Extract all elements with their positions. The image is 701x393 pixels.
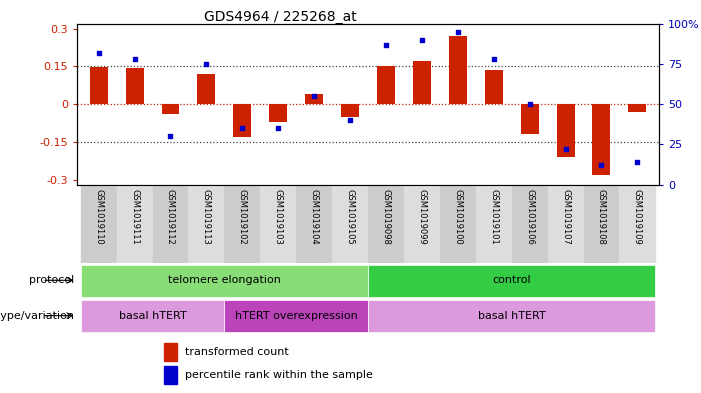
Text: GDS4964 / 225268_at: GDS4964 / 225268_at bbox=[205, 10, 357, 24]
Text: GSM1019104: GSM1019104 bbox=[310, 189, 319, 244]
Bar bbox=[260, 185, 297, 263]
Text: GSM1019109: GSM1019109 bbox=[633, 189, 642, 244]
Text: GSM1019098: GSM1019098 bbox=[381, 189, 390, 244]
Text: GSM1019106: GSM1019106 bbox=[525, 189, 534, 244]
Text: transformed count: transformed count bbox=[185, 347, 289, 357]
Text: GSM1019101: GSM1019101 bbox=[489, 189, 498, 244]
Text: GSM1019107: GSM1019107 bbox=[561, 189, 570, 244]
Point bbox=[381, 41, 392, 48]
Bar bbox=[377, 66, 395, 104]
Bar bbox=[297, 185, 332, 263]
Bar bbox=[116, 185, 153, 263]
Bar bbox=[440, 185, 476, 263]
Bar bbox=[628, 104, 646, 112]
Point bbox=[273, 125, 284, 131]
Text: GSM1019103: GSM1019103 bbox=[273, 189, 283, 244]
Text: telomere elongation: telomere elongation bbox=[168, 275, 281, 285]
Bar bbox=[189, 185, 224, 263]
Bar bbox=[404, 185, 440, 263]
Bar bbox=[305, 94, 323, 104]
Text: GSM1019113: GSM1019113 bbox=[202, 189, 211, 244]
Bar bbox=[81, 185, 116, 263]
Bar bbox=[341, 104, 359, 117]
Point bbox=[200, 61, 212, 67]
Point bbox=[237, 125, 248, 131]
Text: GSM1019100: GSM1019100 bbox=[454, 189, 463, 244]
Point bbox=[129, 56, 140, 62]
Point bbox=[165, 133, 176, 140]
Text: GSM1019105: GSM1019105 bbox=[346, 189, 355, 244]
Point bbox=[596, 162, 607, 169]
Point bbox=[452, 29, 463, 35]
Bar bbox=[164, 366, 177, 384]
Bar bbox=[161, 104, 179, 114]
Bar bbox=[583, 185, 620, 263]
Bar bbox=[125, 68, 144, 104]
Text: GSM1019110: GSM1019110 bbox=[94, 189, 103, 244]
Text: GSM1019112: GSM1019112 bbox=[166, 189, 175, 244]
Text: GSM1019108: GSM1019108 bbox=[597, 189, 606, 244]
Bar bbox=[485, 70, 503, 104]
Bar bbox=[332, 185, 368, 263]
Bar bbox=[620, 185, 655, 263]
Bar bbox=[269, 104, 287, 122]
Bar bbox=[153, 185, 189, 263]
Bar bbox=[233, 104, 251, 137]
Bar bbox=[81, 300, 224, 332]
Bar bbox=[224, 300, 368, 332]
Bar bbox=[521, 104, 538, 134]
Text: genotype/variation: genotype/variation bbox=[0, 310, 74, 321]
Text: percentile rank within the sample: percentile rank within the sample bbox=[185, 370, 373, 380]
Bar bbox=[413, 61, 431, 104]
Bar bbox=[368, 300, 655, 332]
Bar bbox=[592, 104, 611, 174]
Text: GSM1019102: GSM1019102 bbox=[238, 189, 247, 244]
Bar bbox=[476, 185, 512, 263]
Bar bbox=[224, 185, 260, 263]
Text: basal hTERT: basal hTERT bbox=[118, 310, 186, 321]
Bar bbox=[90, 67, 108, 104]
Text: hTERT overexpression: hTERT overexpression bbox=[235, 310, 358, 321]
Bar bbox=[512, 185, 547, 263]
Bar bbox=[368, 265, 655, 297]
Bar bbox=[198, 74, 215, 104]
Point bbox=[560, 146, 571, 152]
Point bbox=[632, 159, 643, 165]
Text: basal hTERT: basal hTERT bbox=[478, 310, 545, 321]
Bar bbox=[449, 36, 467, 104]
Text: GSM1019099: GSM1019099 bbox=[417, 189, 426, 244]
Text: GSM1019111: GSM1019111 bbox=[130, 189, 139, 244]
Bar bbox=[164, 343, 177, 361]
Text: protocol: protocol bbox=[29, 275, 74, 285]
Bar bbox=[547, 185, 583, 263]
Point bbox=[416, 37, 428, 43]
Point bbox=[488, 56, 499, 62]
Point bbox=[93, 50, 104, 56]
Bar bbox=[368, 185, 404, 263]
Bar bbox=[81, 265, 368, 297]
Text: control: control bbox=[492, 275, 531, 285]
Point bbox=[524, 101, 536, 107]
Point bbox=[344, 117, 355, 123]
Point bbox=[308, 93, 320, 99]
Bar bbox=[557, 104, 575, 157]
